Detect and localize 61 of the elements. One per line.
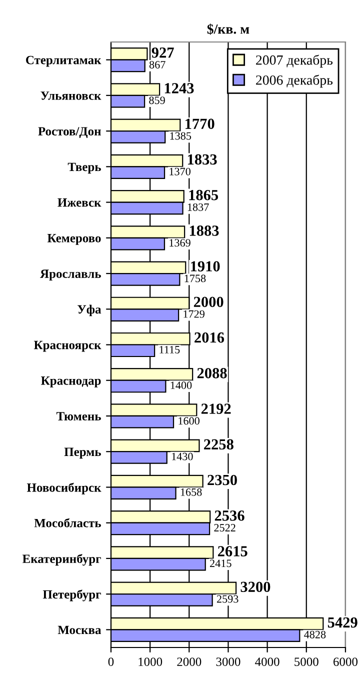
data-label: 1837 bbox=[188, 203, 209, 211]
data-label: 1770 bbox=[186, 118, 214, 129]
y-tick-label: Ростов/Дон bbox=[38, 127, 101, 138]
y-tick-label: Тверь bbox=[68, 162, 101, 174]
data-label: 2258 bbox=[204, 439, 234, 450]
legend-label: 2007 декабрь bbox=[256, 54, 333, 68]
data-label: 2192 bbox=[201, 404, 231, 414]
data-label: 1729 bbox=[184, 310, 204, 318]
data-label: 2415 bbox=[210, 560, 232, 568]
y-tick-label: Краснодар bbox=[41, 376, 101, 388]
legend-label: 2006 декабрь bbox=[256, 74, 333, 88]
x-tick-label: 6000 bbox=[334, 658, 358, 666]
data-label: 2350 bbox=[208, 474, 237, 486]
data-label: 1370 bbox=[170, 168, 190, 176]
data-label: 1758 bbox=[184, 274, 206, 282]
data-label: 859 bbox=[149, 96, 165, 104]
y-tick-label: Петербург bbox=[42, 590, 101, 602]
data-label: 2536 bbox=[214, 510, 244, 521]
y-tick-label: Кемерово bbox=[47, 234, 101, 245]
y-tick-label: Уфа bbox=[78, 304, 102, 316]
data-label: 1369 bbox=[170, 239, 190, 247]
data-label: 1865 bbox=[189, 190, 218, 200]
x-tick-label: 4000 bbox=[255, 658, 280, 666]
y-tick-label: Красноярск bbox=[34, 340, 102, 352]
data-label: 2615 bbox=[218, 546, 248, 556]
y-tick-label: Мособласть bbox=[34, 518, 101, 528]
y-tick-label: Пермь bbox=[64, 448, 101, 459]
data-label: 3200 bbox=[240, 582, 270, 592]
y-tick-label: Стерлитамак bbox=[26, 56, 102, 67]
y-tick-label: Екатеринбург bbox=[22, 554, 101, 566]
x-tick-label: 2000 bbox=[177, 658, 202, 666]
data-label: 5429 bbox=[328, 617, 358, 628]
data-label: 1910 bbox=[191, 261, 220, 272]
data-label: 867 bbox=[149, 60, 166, 68]
y-tick-label: Новосибирск bbox=[26, 482, 102, 494]
x-tick-label: 0 bbox=[108, 658, 114, 666]
data-label: 1430 bbox=[172, 452, 193, 460]
y-tick-label: Москва bbox=[58, 626, 102, 634]
data-label: 1833 bbox=[188, 154, 217, 165]
data-label: 1243 bbox=[164, 83, 194, 94]
y-tick-label: Тюмень bbox=[56, 412, 101, 420]
data-label: 2593 bbox=[216, 595, 238, 603]
data-label: 1385 bbox=[170, 132, 192, 140]
y-tick-label: Ульяновск bbox=[40, 92, 102, 100]
data-label: 2016 bbox=[194, 332, 224, 343]
data-label: 1600 bbox=[178, 417, 200, 425]
y-tick-label: Ярославль bbox=[40, 270, 101, 281]
chart-title: $/кв. м bbox=[207, 24, 250, 35]
data-label: 2000 bbox=[194, 296, 224, 308]
data-label: 1400 bbox=[170, 382, 192, 390]
data-label: 4828 bbox=[304, 630, 326, 638]
x-tick-label: 1000 bbox=[138, 658, 162, 666]
data-label: 2522 bbox=[214, 524, 236, 532]
data-label: 1658 bbox=[180, 488, 202, 496]
y-tick-label: Ижевск bbox=[58, 198, 102, 207]
data-label: 1115 bbox=[160, 346, 180, 354]
data-label: 1883 bbox=[190, 226, 219, 236]
x-tick-label: 3000 bbox=[216, 658, 240, 666]
x-tick-label: 5000 bbox=[294, 658, 318, 666]
data-label: 927 bbox=[152, 47, 174, 58]
data-label: 2088 bbox=[197, 368, 227, 378]
